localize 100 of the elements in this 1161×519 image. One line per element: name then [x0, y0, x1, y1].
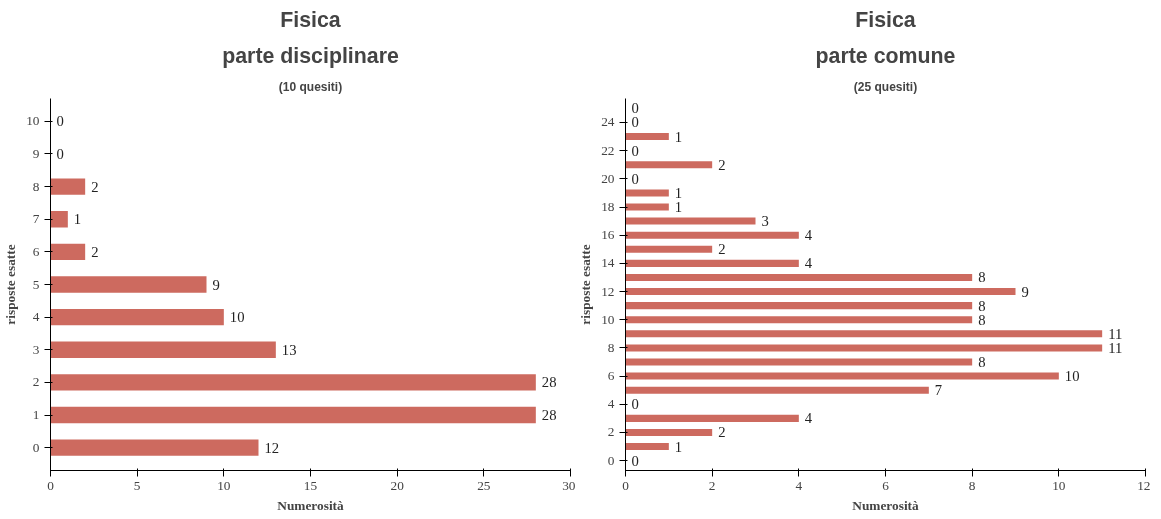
data-label: 2	[718, 156, 726, 173]
bar	[625, 189, 669, 197]
y-tick-label: 4	[607, 396, 615, 412]
data-label: 28	[541, 407, 557, 424]
bar	[50, 243, 86, 261]
text: (25 quesiti)	[853, 79, 918, 94]
bar	[50, 178, 86, 195]
data-label: 0	[631, 142, 639, 159]
y-tick-label: 2	[607, 424, 615, 440]
text: (10 quesiti)	[278, 79, 343, 94]
data-label: 3	[761, 213, 769, 230]
y-tick-label: 1	[32, 407, 40, 423]
data-label: 10	[1064, 368, 1080, 385]
data-label: 2	[91, 243, 99, 260]
y-tick-label: 8	[32, 178, 40, 194]
data-label: 8	[978, 311, 986, 328]
x-tick-label: 4	[795, 477, 803, 493]
data-label: 10	[229, 309, 245, 326]
bar	[625, 316, 973, 324]
data-label: 0	[631, 100, 639, 117]
data-label: 2	[718, 241, 726, 258]
y-tick-label: 18	[601, 199, 615, 214]
x-axis-title: Numerosità	[852, 497, 920, 513]
chart-subtitle: parte comune	[815, 43, 956, 68]
data-label: 1	[674, 184, 683, 201]
chart-title: Fisica	[280, 7, 341, 32]
x-tick-label: 12	[1137, 477, 1151, 493]
y-tick-label: 8	[607, 339, 615, 355]
chart-title: Fisica	[855, 7, 916, 32]
y-tick-label: 0	[607, 452, 615, 468]
y-tick-label: 6	[32, 243, 40, 259]
data-label: 9	[1021, 283, 1029, 300]
x-tick-label: 25	[477, 477, 491, 493]
bar	[625, 372, 1059, 380]
bar	[625, 414, 799, 422]
data-label: 2	[718, 424, 726, 441]
bar	[50, 276, 207, 293]
y-tick-label: 16	[601, 227, 615, 243]
data-label: 1	[674, 128, 683, 145]
bar	[625, 386, 929, 394]
x-tick-label: 15	[303, 477, 318, 493]
bar	[625, 161, 713, 169]
y-tick-label: 10	[26, 113, 40, 129]
y-tick-label: 6	[607, 368, 615, 384]
data-label: 4	[804, 227, 813, 244]
y-tick-label: 4	[32, 309, 40, 325]
data-label: 9	[212, 276, 220, 293]
x-tick-label: 30	[562, 477, 576, 493]
x-tick-label: 6	[882, 477, 890, 493]
data-label: 8	[978, 297, 986, 314]
bar	[625, 217, 756, 225]
x-tick-label: 20	[390, 477, 405, 493]
data-label: 28	[541, 374, 557, 391]
y-axis-title: risposte esatte	[3, 244, 19, 325]
y-tick-label: 12	[601, 283, 615, 299]
x-tick-label: 0	[622, 477, 630, 493]
x-axis-title: Numerosità	[277, 497, 345, 513]
y-tick-label: 5	[32, 276, 40, 292]
data-label: 7	[934, 382, 943, 399]
y-tick-label: 7	[32, 211, 40, 227]
y-tick-label: 20	[601, 170, 615, 186]
bar	[625, 330, 1103, 338]
data-label: 11	[1108, 325, 1123, 342]
data-label: 2	[91, 178, 99, 195]
bar	[625, 288, 1016, 296]
bar	[50, 308, 224, 326]
bar	[625, 245, 713, 253]
bar	[50, 406, 536, 424]
y-tick-label: 0	[32, 439, 40, 455]
bar	[50, 341, 276, 358]
data-label: 1	[674, 199, 683, 215]
y-tick-label: 10	[601, 311, 615, 327]
chart-subtitle: parte disciplinare	[222, 43, 399, 68]
x-tick-label: 0	[47, 477, 55, 493]
bar	[625, 273, 973, 281]
data-label: 0	[56, 145, 64, 162]
data-label: 12	[264, 439, 280, 456]
data-label: 0	[631, 396, 639, 413]
bar	[50, 439, 259, 456]
data-label: 8	[978, 354, 986, 370]
y-axis-title: risposte esatte	[578, 244, 594, 325]
y-tick-label: 22	[601, 142, 615, 158]
bar	[625, 302, 973, 310]
x-tick-label: 2	[708, 477, 716, 493]
bar	[625, 203, 669, 211]
data-label: 13	[281, 341, 297, 358]
x-tick-label: 10	[217, 477, 231, 493]
data-label: 0	[631, 114, 639, 131]
data-label: 1	[73, 211, 82, 228]
bar	[625, 428, 713, 436]
bar	[625, 443, 669, 451]
y-tick-label: 2	[32, 374, 40, 390]
data-label: 1	[674, 438, 683, 455]
y-tick-label: 14	[601, 255, 615, 271]
bar	[625, 259, 799, 267]
y-tick-label: 3	[32, 341, 40, 357]
data-label: 0	[56, 113, 64, 130]
y-tick-label: 9	[32, 145, 40, 161]
data-label: 8	[978, 269, 986, 286]
bar	[50, 211, 68, 228]
